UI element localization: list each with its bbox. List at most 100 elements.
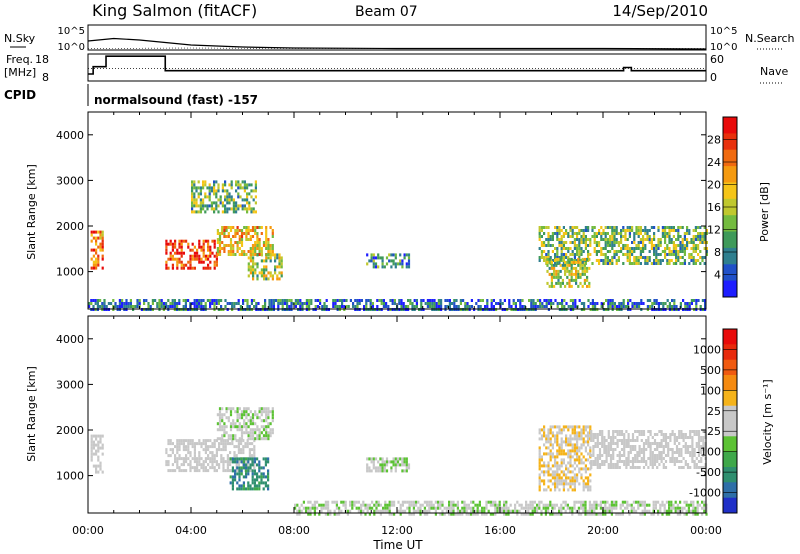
velocity-colorbar-tick: 500	[700, 364, 721, 377]
velocity-colorbar-tick: -100	[696, 446, 721, 459]
xtick-label: 00:00	[690, 524, 722, 537]
noise-right-tick-bottom: 10^0	[710, 42, 737, 53]
velocity-ytick-label: 3000	[56, 378, 84, 391]
power-colorbar-tick: 8	[714, 246, 721, 259]
xtick-label: 16:00	[484, 524, 516, 537]
power-colorbar-swatch	[723, 280, 737, 298]
noise-series-0	[87, 37, 707, 50]
noise-left-tick-top: 10^5	[58, 26, 85, 37]
power-colorbar-tick: 24	[707, 156, 721, 169]
velocity-patch-3	[229, 457, 270, 491]
velocity-colorbar-swatch	[723, 482, 737, 498]
power-colorbar-tick: 28	[707, 134, 721, 147]
noise-left-tick-bottom: 10^0	[58, 42, 85, 53]
velocity-colorbar-swatch	[723, 359, 737, 376]
velocity-patch-5	[538, 425, 592, 492]
velocity-patch-2	[216, 407, 274, 441]
xlabel: Time UT	[372, 538, 423, 552]
xtick-label: 04:00	[175, 524, 207, 537]
velocity-colorbar-swatch	[723, 344, 737, 360]
velocity-patch-6	[590, 430, 707, 469]
velocity-patch-1	[165, 439, 256, 473]
noise-panel: N.Sky 10^5 10^0 10^5 10^0 N.Search	[4, 24, 795, 53]
power-colorbar-swatch	[723, 182, 737, 200]
xtick-label: 12:00	[381, 524, 413, 537]
power-patch-3	[247, 253, 283, 281]
velocity-colorbar-tick: 25	[707, 405, 721, 418]
power-colorbar-swatch	[723, 231, 737, 249]
power-patch-0	[90, 230, 104, 270]
velocity-colorbar-swatch	[723, 421, 737, 437]
freq-panel: Freq. [MHz] 18 8 60 0 Nave	[4, 53, 788, 84]
velocity-colorbar-swatch	[723, 390, 737, 406]
velocity-colorbar-swatch	[723, 467, 737, 483]
velocity-colorbar-swatch	[723, 451, 737, 468]
nsearch-label: N.Search	[745, 32, 795, 45]
velocity-colorbar-tick: -500	[696, 466, 721, 479]
power-patch-4	[191, 180, 257, 214]
velocity-panel: 4000 3000 2000 1000	[56, 315, 708, 516]
power-ytick-label: 1000	[56, 266, 84, 279]
power-colorbar-swatch	[723, 264, 737, 282]
velocity-colorbar-swatch	[723, 329, 737, 345]
power-colorbar-swatch	[723, 215, 737, 232]
nave-label: Nave	[760, 65, 788, 78]
nave-tick-top: 60	[710, 53, 724, 66]
velocity-colorbar-swatch	[723, 405, 737, 422]
power-patch-1	[165, 239, 218, 270]
power-panel: 4000 3000 2000 1000	[56, 111, 708, 311]
velocity-colorbar-swatch	[723, 375, 737, 391]
velocity-colorbar-tick: 100	[700, 384, 721, 397]
velocity-ytick-label: 1000	[56, 470, 84, 483]
power-ytick-label: 2000	[56, 220, 84, 233]
velocity-ytick-label: 4000	[56, 333, 84, 346]
velocity-ylabel: Slant Range [km]	[25, 366, 38, 462]
freq-series	[88, 55, 706, 75]
nsky-label: N.Sky	[4, 32, 36, 45]
power-colorbar-tick: 12	[707, 224, 721, 237]
velocity-patch-4	[366, 457, 411, 473]
beam-title: Beam 07	[355, 4, 418, 20]
velocity-ytick-label: 2000	[56, 424, 84, 437]
power-ytick-label: 3000	[56, 174, 84, 187]
power-colorbar: 28 24 20 16 12 8 4 Power [dB]	[707, 116, 771, 298]
nave-tick-bottom: 0	[710, 71, 717, 84]
power-colorbar-swatch	[723, 117, 737, 134]
power-colorbar-tick: 20	[707, 179, 721, 192]
power-colorbar-swatch	[723, 166, 737, 183]
noise-series-1	[87, 47, 706, 49]
velocity-colorbar-label: Velocity [m s⁻¹]	[761, 379, 774, 464]
power-ytick-label: 4000	[56, 129, 84, 142]
date-title: 14/Sep/2010	[612, 2, 708, 20]
power-patch-5	[366, 253, 411, 269]
cpid-label: CPID	[4, 88, 36, 102]
power-patch-7	[546, 257, 591, 288]
freq-unit: [MHz]	[4, 66, 36, 79]
power-colorbar-tick: 16	[707, 201, 721, 214]
velocity-colorbar-swatch	[723, 497, 737, 514]
power-colorbar-label: Power [dB]	[758, 182, 771, 242]
cpid-text: normalsound (fast) -157	[94, 93, 258, 107]
velocity-colorbar: 1000 500 100 25 -25 -100 -500 -1000 Velocity [m…	[689, 328, 774, 514]
power-colorbar-swatch	[723, 149, 737, 167]
velocity-patch-0	[90, 434, 104, 474]
power-patch-2	[216, 226, 274, 256]
site-title: King Salmon (fitACF)	[92, 1, 257, 20]
xtick-label: 00:00	[72, 524, 104, 537]
velocity-colorbar-tick: 1000	[693, 343, 721, 356]
noise-right-tick-top: 10^5	[710, 26, 737, 37]
freq-tick-bottom: 8	[42, 71, 49, 84]
xtick-label: 20:00	[587, 524, 619, 537]
power-colorbar-swatch	[723, 133, 737, 151]
xtick-label: 08:00	[278, 524, 310, 537]
velocity-colorbar-tick: -25	[703, 425, 721, 438]
freq-label: Freq.	[6, 53, 33, 66]
velocity-colorbar-tick: -1000	[689, 487, 721, 500]
power-ylabel: Slant Range [km]	[25, 164, 38, 260]
freq-tick-top: 18	[35, 53, 49, 66]
power-patch-6	[538, 226, 708, 265]
velocity-colorbar-swatch	[723, 436, 737, 452]
power-colorbar-swatch	[723, 247, 737, 265]
